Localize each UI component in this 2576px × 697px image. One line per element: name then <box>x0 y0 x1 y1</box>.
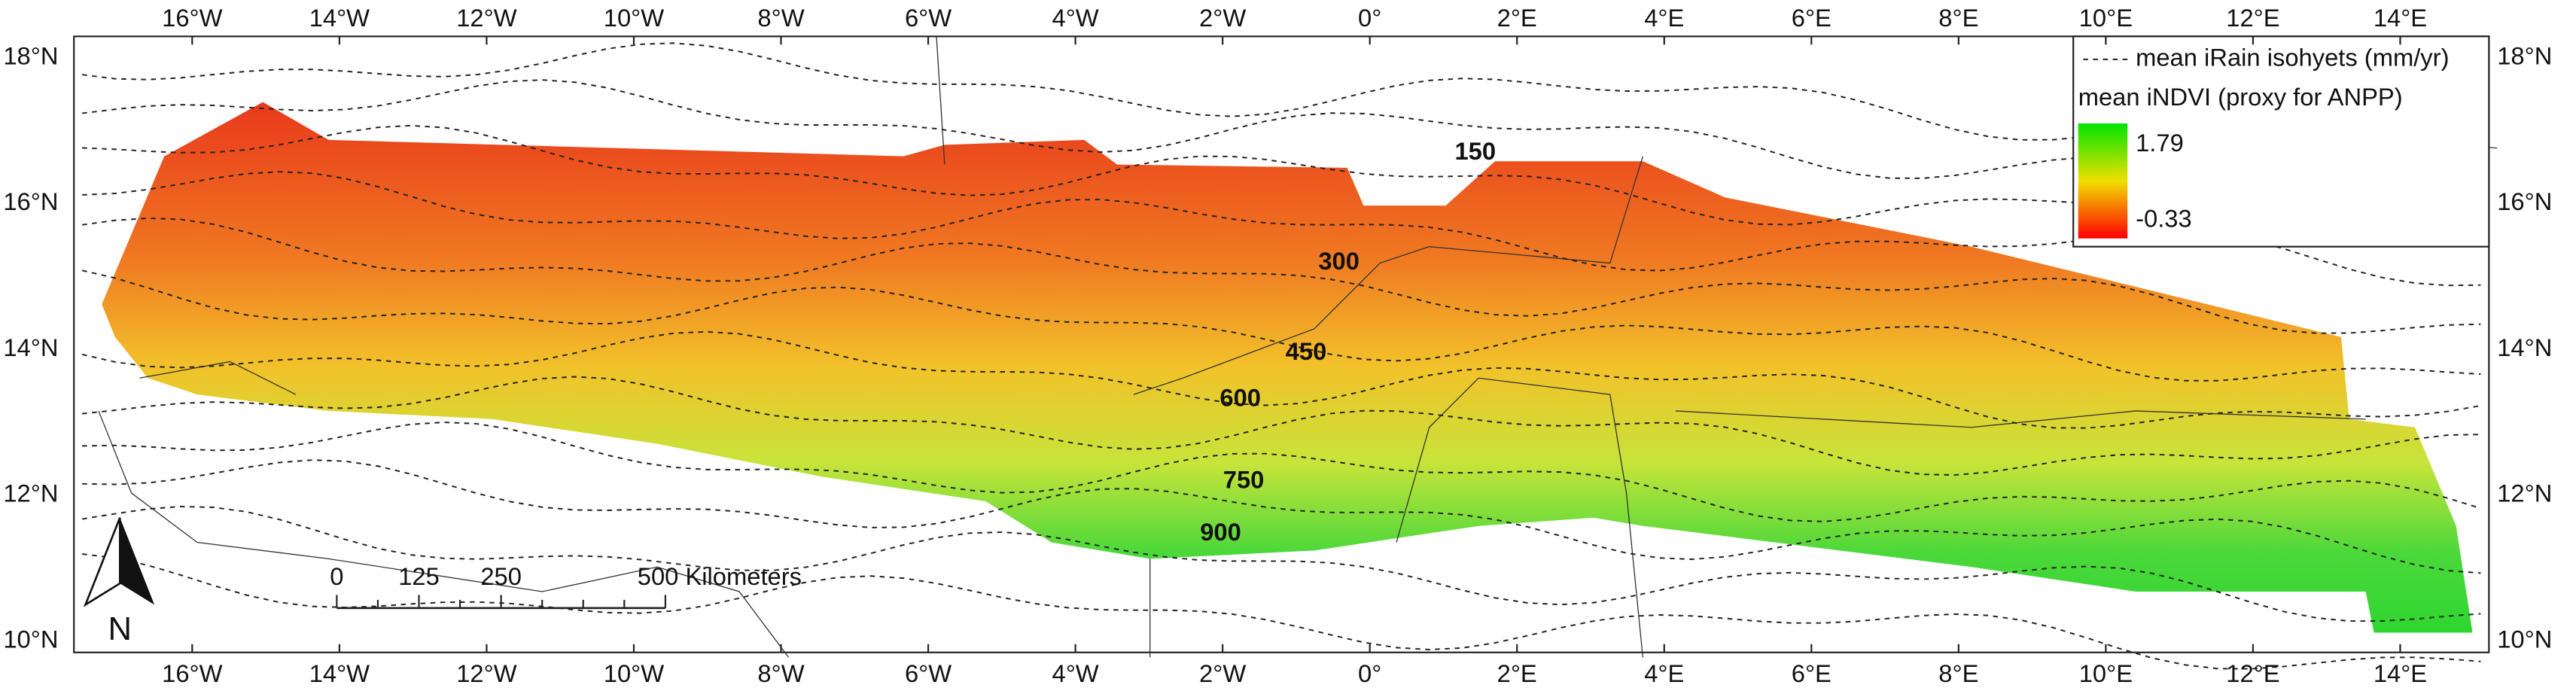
north-label: N <box>108 610 132 647</box>
lon-label-top: 10°W <box>604 4 664 32</box>
lon-label-top: 2°E <box>1497 4 1537 32</box>
isohyet-line <box>81 330 2481 429</box>
lon-label-top: 4°E <box>1644 4 1684 32</box>
lon-label-bottom: 2°E <box>1497 659 1537 687</box>
north-arrow <box>83 517 155 607</box>
isohyet-line <box>82 376 2481 476</box>
country-borders <box>98 36 2498 658</box>
lat-label-left: 18°N <box>3 41 58 69</box>
isohyet-line <box>82 553 2481 670</box>
lon-label-bottom: 8°E <box>1938 659 1978 687</box>
isohyet-label: 600 <box>1219 383 1261 411</box>
lon-label-top: 14°E <box>2374 4 2427 32</box>
legend-min: -0.33 <box>2136 204 2192 232</box>
isohyet-line <box>82 171 2481 287</box>
isohyet-line <box>82 124 2481 226</box>
isohyets <box>81 42 2481 670</box>
lon-label-top: 16°W <box>162 4 222 32</box>
lon-label-bottom: 6°E <box>1792 659 1832 687</box>
lon-label-bottom: 4°E <box>1644 659 1684 687</box>
lat-label-left: 14°N <box>3 333 58 361</box>
scale-bar-label: 250 <box>480 562 522 590</box>
ndvi-raster <box>102 102 2473 633</box>
lon-label-bottom: 12°E <box>2226 659 2279 687</box>
lon-label-top: 12°E <box>2226 4 2279 32</box>
isohyet-line <box>81 505 2481 622</box>
scale-bar <box>336 595 666 610</box>
lon-label-top: 14°W <box>309 4 370 32</box>
lon-label-bottom: 10°E <box>2079 659 2133 687</box>
lon-label-bottom: 2°W <box>1199 659 1246 687</box>
lat-label-left: 10°N <box>3 625 58 653</box>
lat-label-right: 16°N <box>2497 187 2552 215</box>
lon-label-top: 6°E <box>1792 4 1832 32</box>
scale-bar-label: 125 <box>398 562 440 590</box>
lon-label-bottom: 12°W <box>456 659 516 687</box>
isohyet-label: 750 <box>1223 465 1265 493</box>
lat-label-right: 10°N <box>2497 625 2552 653</box>
lon-label-bottom: 14°W <box>309 659 370 687</box>
lon-label-top: 0° <box>1358 4 1381 32</box>
lon-label-bottom: 6°W <box>905 659 952 687</box>
lon-label-top: 8°E <box>1938 4 1978 32</box>
lon-label-bottom: 16°W <box>162 659 222 687</box>
isohyet-label: 450 <box>1286 337 1327 365</box>
lat-label-right: 12°N <box>2497 479 2552 507</box>
lon-label-top: 12°W <box>456 4 516 32</box>
isohyet-label: 150 <box>1454 137 1496 165</box>
lat-label-right: 14°N <box>2497 333 2552 361</box>
lon-label-bottom: 4°W <box>1052 659 1099 687</box>
legend-box <box>2072 35 2490 248</box>
isohyet-line <box>81 217 2481 334</box>
isohyet-line <box>81 269 2481 382</box>
lat-label-left: 16°N <box>3 187 58 215</box>
lon-label-top: 4°W <box>1052 4 1099 32</box>
lon-label-top: 6°W <box>905 4 952 32</box>
legend-ramp <box>2078 123 2128 239</box>
scale-bar-label: 0 <box>330 562 343 590</box>
isohyet-label: 900 <box>1200 518 1241 546</box>
legend-max: 1.79 <box>2136 129 2184 157</box>
lon-label-top: 8°W <box>757 4 804 32</box>
scale-bar-label: 500 Kilometers <box>638 562 802 590</box>
legend-isohyet-label: mean iRain isohyets (mm/yr) <box>2136 44 2449 72</box>
lon-label-top: 2°W <box>1199 4 1246 32</box>
lon-label-bottom: 8°W <box>757 659 804 687</box>
lon-label-bottom: 10°W <box>604 659 664 687</box>
lon-label-bottom: 0° <box>1358 659 1381 687</box>
isohyet-line <box>82 459 2481 574</box>
isohyet-label: 300 <box>1318 247 1360 275</box>
lat-label-left: 12°N <box>3 479 58 507</box>
lon-label-top: 10°E <box>2079 4 2133 32</box>
lat-label-right: 18°N <box>2497 41 2552 69</box>
lon-label-bottom: 14°E <box>2374 659 2427 687</box>
legend-ndvi-label: mean iNDVI (proxy for ANPP) <box>2078 83 2403 111</box>
